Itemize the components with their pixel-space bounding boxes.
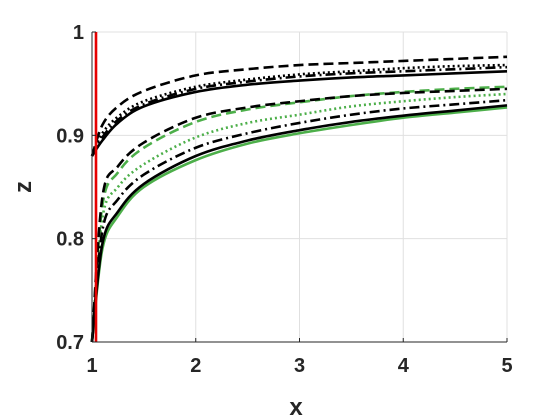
x-tick-label: 4 (398, 355, 410, 377)
series-line-10 (90, 104, 508, 343)
x-tick-label: 3 (294, 355, 305, 377)
axes (91, 31, 508, 343)
y-axis-label: z (10, 181, 37, 193)
series-line-6 (90, 92, 508, 343)
series-line-9 (90, 98, 508, 343)
series-line-4 (90, 69, 508, 157)
series-line-8 (90, 87, 508, 343)
y-tick-label: 0.9 (56, 125, 84, 147)
tick-labels: 1 2 3 4 5 0.7 0.8 0.9 1 (56, 22, 512, 377)
x-tick-label: 2 (190, 355, 201, 377)
x-tick-label: 1 (86, 355, 97, 377)
series-line-3 (90, 65, 508, 157)
x-axis-label: x (289, 394, 303, 420)
series-line-1 (90, 55, 508, 157)
y-tick-label: 1 (73, 22, 84, 44)
series-line-7 (90, 106, 508, 343)
grid (91, 31, 508, 343)
x-tick-label: 5 (501, 355, 512, 377)
y-tick-label: 0.8 (56, 229, 84, 251)
series-lines (90, 32, 508, 343)
series-line-5 (90, 85, 508, 343)
y-tick-label: 0.7 (56, 332, 84, 354)
series-line-2 (90, 63, 508, 157)
